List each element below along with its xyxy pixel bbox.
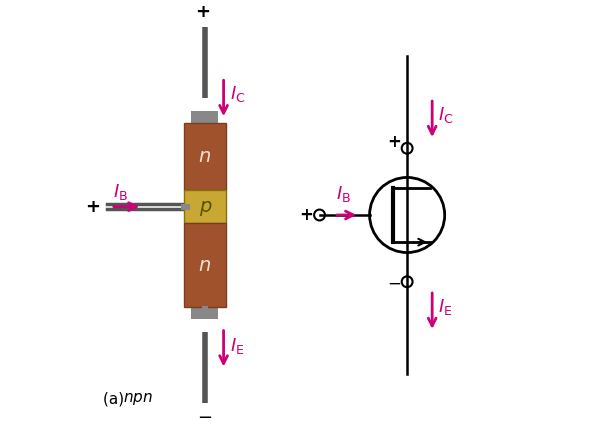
FancyBboxPatch shape bbox=[184, 123, 226, 190]
Text: −: − bbox=[197, 409, 213, 427]
Text: $I_\mathrm{C}$: $I_\mathrm{C}$ bbox=[438, 105, 454, 125]
FancyBboxPatch shape bbox=[191, 307, 219, 319]
Text: n: n bbox=[198, 147, 211, 166]
FancyBboxPatch shape bbox=[184, 190, 226, 223]
FancyBboxPatch shape bbox=[181, 203, 190, 210]
Text: n: n bbox=[198, 255, 211, 275]
FancyBboxPatch shape bbox=[184, 223, 226, 307]
Text: −: − bbox=[388, 275, 402, 293]
Text: +: + bbox=[388, 133, 402, 151]
Text: +: + bbox=[299, 206, 313, 224]
Text: $I_\mathrm{E}$: $I_\mathrm{E}$ bbox=[438, 297, 453, 317]
FancyBboxPatch shape bbox=[201, 306, 208, 312]
Text: $npn$: $npn$ bbox=[124, 390, 153, 406]
Text: $I_\mathrm{B}$: $I_\mathrm{B}$ bbox=[113, 182, 128, 202]
FancyBboxPatch shape bbox=[191, 111, 219, 123]
Text: +: + bbox=[195, 3, 210, 21]
Text: p: p bbox=[198, 197, 211, 216]
Text: $I_\mathrm{C}$: $I_\mathrm{C}$ bbox=[230, 84, 246, 104]
Text: $I_\mathrm{E}$: $I_\mathrm{E}$ bbox=[230, 336, 244, 356]
Text: +: + bbox=[85, 198, 101, 216]
Text: $I_\mathrm{B}$: $I_\mathrm{B}$ bbox=[336, 184, 351, 204]
FancyBboxPatch shape bbox=[201, 114, 208, 120]
Text: (a): (a) bbox=[102, 391, 128, 406]
